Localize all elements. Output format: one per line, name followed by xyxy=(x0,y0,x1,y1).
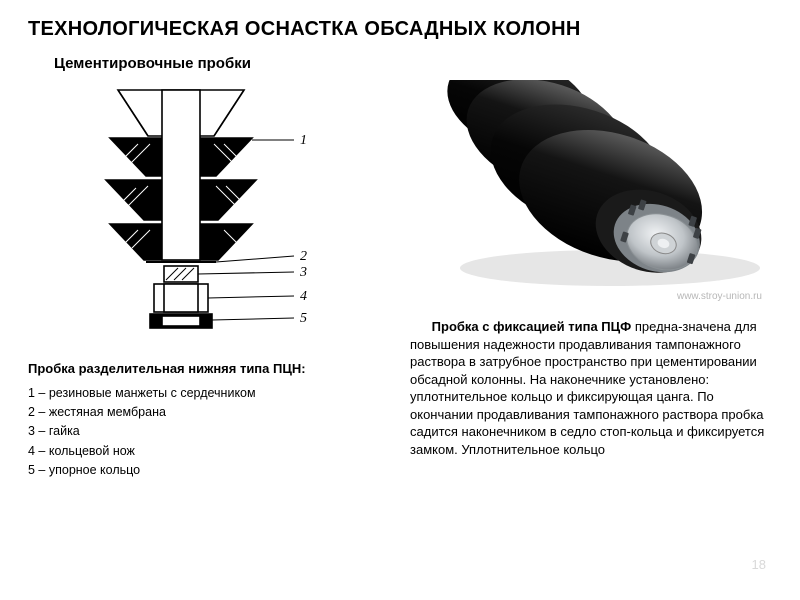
legend-item: 1 – резиновые манжеты с сердечником xyxy=(28,384,390,403)
page-title: ТЕХНОЛОГИЧЕСКАЯ ОСНАСТКА ОБСАДНЫХ КОЛОНН xyxy=(28,18,772,41)
left-caption: Пробка разделительная нижняя типа ПЦН: xyxy=(28,360,390,378)
callout-1: 1 xyxy=(300,133,307,148)
legend-item: 3 – гайка xyxy=(28,422,390,441)
callout-5: 5 xyxy=(300,311,307,326)
page-subtitle: Цементировочные пробки xyxy=(54,55,772,72)
callout-4: 4 xyxy=(300,289,307,304)
diagram-svg: 1 2 3 4 5 xyxy=(46,80,366,350)
callout-2: 2 xyxy=(300,249,307,264)
product-photo: www.stroy-union.ru xyxy=(410,80,770,306)
right-body: предна-значена для повышения надежности … xyxy=(410,319,764,457)
legend-item: 5 – упорное кольцо xyxy=(28,461,390,480)
right-column: www.stroy-union.ru Пробка с фиксацией ти… xyxy=(410,80,772,480)
cross-section-diagram: 1 2 3 4 5 xyxy=(46,80,366,350)
legend-list: 1 – резиновые манжеты с сердечником 2 – … xyxy=(28,384,390,481)
callout-3: 3 xyxy=(299,265,307,280)
slide-page: ТЕХНОЛОГИЧЕСКАЯ ОСНАСТКА ОБСАДНЫХ КОЛОНН… xyxy=(0,0,800,490)
legend-item: 2 – жестяная мембрана xyxy=(28,403,390,422)
right-lead: Пробка с фиксацией типа ПЦФ xyxy=(432,319,632,334)
right-description: Пробка с фиксацией типа ПЦФ предна-значе… xyxy=(410,318,772,458)
legend-item: 4 – кольцевой нож xyxy=(28,442,390,461)
photo-watermark: www.stroy-union.ru xyxy=(677,291,762,302)
photo-svg xyxy=(410,80,770,306)
left-column: 1 2 3 4 5 Пробка разделительная нижняя т… xyxy=(28,80,390,480)
page-number: 18 xyxy=(752,557,766,572)
two-column-layout: 1 2 3 4 5 Пробка разделительная нижняя т… xyxy=(28,80,772,480)
